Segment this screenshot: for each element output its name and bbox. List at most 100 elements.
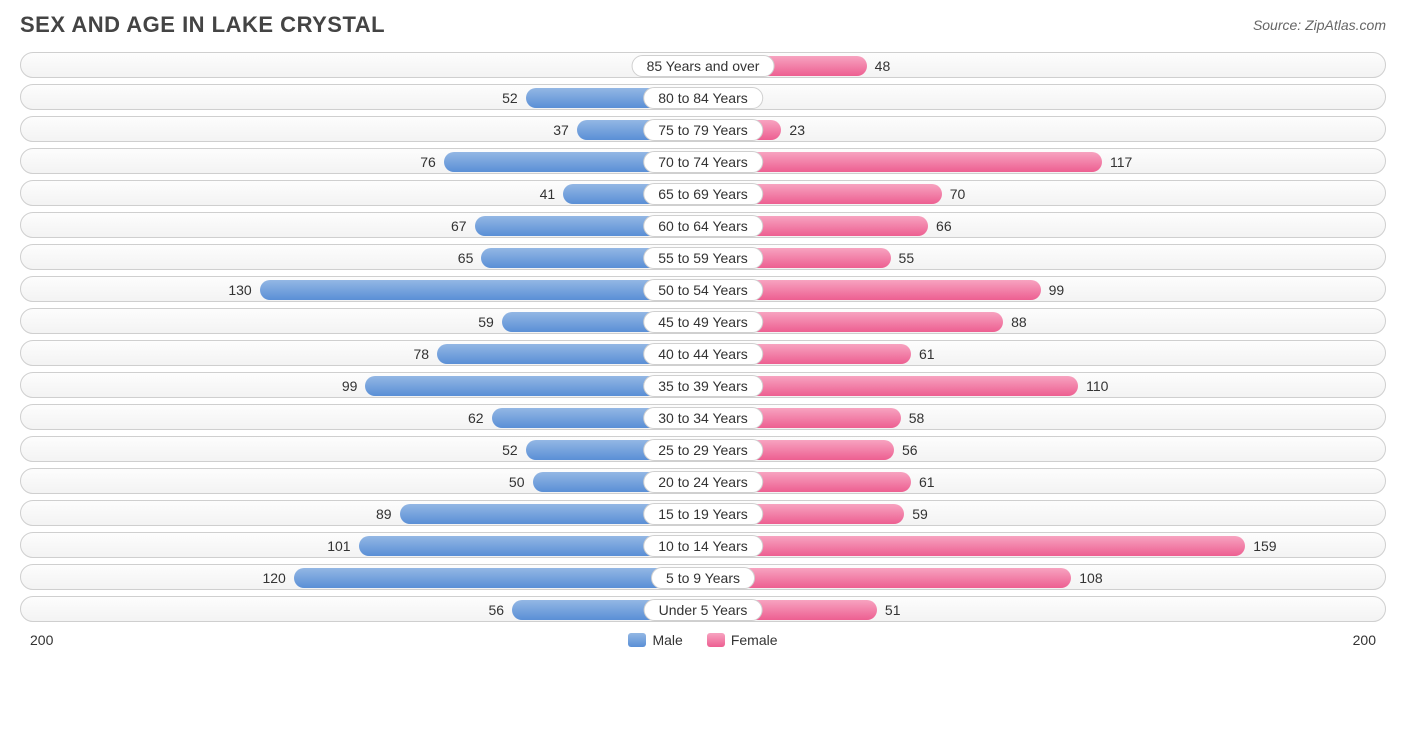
male-value-label: 52 — [502, 437, 518, 463]
age-label-pill: 75 to 79 Years — [643, 119, 763, 141]
age-label-pill: 65 to 69 Years — [643, 183, 763, 205]
pyramid-row: 89 59 15 to 19 Years — [20, 500, 1386, 526]
pyramid-row: 56 51 Under 5 Years — [20, 596, 1386, 622]
row-track: 52880 to 84 Years — [20, 84, 1386, 110]
age-label-pill: 25 to 29 Years — [643, 439, 763, 461]
male-value-label: 62 — [468, 405, 484, 431]
age-label-pill: 5 to 9 Years — [651, 567, 755, 589]
age-label-pill: 55 to 59 Years — [643, 247, 763, 269]
row-track: 89 59 15 to 19 Years — [20, 500, 1386, 526]
pyramid-row: 59 88 45 to 49 Years — [20, 308, 1386, 334]
female-value-label: 23 — [789, 117, 805, 143]
female-value-label: 61 — [919, 341, 935, 367]
row-track: 78 61 40 to 44 Years — [20, 340, 1386, 366]
pyramid-row: 120 108 5 to 9 Years — [20, 564, 1386, 590]
pyramid-row: 1309950 to 54 Years — [20, 276, 1386, 302]
male-value-label: 89 — [376, 501, 392, 527]
age-label-pill: 50 to 54 Years — [643, 279, 763, 301]
pyramid-row: 52880 to 84 Years — [20, 84, 1386, 110]
chart-area: 44885 Years and over52880 to 84 Years372… — [0, 46, 1406, 622]
male-bar — [260, 280, 703, 300]
age-label-pill: 30 to 34 Years — [643, 407, 763, 429]
female-bar — [703, 536, 1245, 556]
pyramid-row: 7611770 to 74 Years — [20, 148, 1386, 174]
legend-item-male: Male — [628, 632, 682, 648]
chart-footer: 200 Male Female 200 — [0, 628, 1406, 648]
row-track: 99 110 35 to 39 Years — [20, 372, 1386, 398]
female-swatch-icon — [707, 633, 725, 647]
male-value-label: 67 — [451, 213, 467, 239]
legend-male-label: Male — [652, 632, 682, 648]
female-value-label: 58 — [909, 405, 925, 431]
male-value-label: 78 — [413, 341, 429, 367]
axis-right-label: 200 — [1353, 632, 1376, 648]
male-value-label: 101 — [327, 533, 350, 559]
female-value-label: 159 — [1253, 533, 1276, 559]
female-value-label: 110 — [1086, 373, 1108, 399]
age-label-pill: Under 5 Years — [644, 599, 763, 621]
pyramid-row: 99 110 35 to 39 Years — [20, 372, 1386, 398]
pyramid-row: 101 159 10 to 14 Years — [20, 532, 1386, 558]
pyramid-row: 62 58 30 to 34 Years — [20, 404, 1386, 430]
legend-item-female: Female — [707, 632, 778, 648]
male-value-label: 99 — [342, 373, 358, 399]
pyramid-row: 52 56 25 to 29 Years — [20, 436, 1386, 462]
pyramid-row: 44885 Years and over — [20, 52, 1386, 78]
row-track: 50 61 20 to 24 Years — [20, 468, 1386, 494]
pyramid-row: 676660 to 64 Years — [20, 212, 1386, 238]
age-label-pill: 85 Years and over — [632, 55, 775, 77]
pyramid-row: 50 61 20 to 24 Years — [20, 468, 1386, 494]
row-track: 44885 Years and over — [20, 52, 1386, 78]
female-value-label: 59 — [912, 501, 928, 527]
age-label-pill: 70 to 74 Years — [643, 151, 763, 173]
age-label-pill: 10 to 14 Years — [643, 535, 763, 557]
female-bar — [703, 568, 1071, 588]
female-value-label: 61 — [919, 469, 935, 495]
male-value-label: 50 — [509, 469, 525, 495]
legend-female-label: Female — [731, 632, 778, 648]
male-value-label: 59 — [478, 309, 494, 335]
row-track: 7611770 to 74 Years — [20, 148, 1386, 174]
age-label-pill: 40 to 44 Years — [643, 343, 763, 365]
female-value-label: 56 — [902, 437, 918, 463]
row-track: 62 58 30 to 34 Years — [20, 404, 1386, 430]
chart-source: Source: ZipAtlas.com — [1253, 17, 1386, 33]
pyramid-row: 372375 to 79 Years — [20, 116, 1386, 142]
pyramid-row: 78 61 40 to 44 Years — [20, 340, 1386, 366]
female-bar — [703, 152, 1102, 172]
row-track: 676660 to 64 Years — [20, 212, 1386, 238]
female-value-label: 51 — [885, 597, 901, 623]
male-bar — [294, 568, 703, 588]
age-label-pill: 35 to 39 Years — [643, 375, 763, 397]
female-value-label: 55 — [899, 245, 915, 271]
row-track: 120 108 5 to 9 Years — [20, 564, 1386, 590]
pyramid-row: 65 55 55 to 59 Years — [20, 244, 1386, 270]
age-label-pill: 80 to 84 Years — [643, 87, 763, 109]
male-value-label: 65 — [458, 245, 474, 271]
row-track: 1309950 to 54 Years — [20, 276, 1386, 302]
age-label-pill: 15 to 19 Years — [643, 503, 763, 525]
female-value-label: 117 — [1110, 149, 1132, 175]
male-value-label: 56 — [488, 597, 504, 623]
row-track: 52 56 25 to 29 Years — [20, 436, 1386, 462]
row-track: 101 159 10 to 14 Years — [20, 532, 1386, 558]
male-swatch-icon — [628, 633, 646, 647]
row-track: 65 55 55 to 59 Years — [20, 244, 1386, 270]
female-value-label: 88 — [1011, 309, 1027, 335]
axis-left-label: 200 — [30, 632, 53, 648]
row-track: 372375 to 79 Years — [20, 116, 1386, 142]
row-track: 59 88 45 to 49 Years — [20, 308, 1386, 334]
chart-title: SEX AND AGE IN LAKE CRYSTAL — [20, 12, 385, 38]
chart-header: SEX AND AGE IN LAKE CRYSTAL Source: ZipA… — [0, 0, 1406, 46]
row-track: 56 51 Under 5 Years — [20, 596, 1386, 622]
age-label-pill: 45 to 49 Years — [643, 311, 763, 333]
female-value-label: 48 — [875, 53, 891, 79]
male-value-label: 120 — [262, 565, 285, 591]
age-label-pill: 20 to 24 Years — [643, 471, 763, 493]
female-value-label: 108 — [1079, 565, 1102, 591]
legend: Male Female — [53, 632, 1352, 648]
female-value-label: 66 — [936, 213, 952, 239]
female-value-label: 99 — [1049, 277, 1065, 303]
female-value-label: 70 — [950, 181, 966, 207]
male-value-label: 41 — [540, 181, 556, 207]
